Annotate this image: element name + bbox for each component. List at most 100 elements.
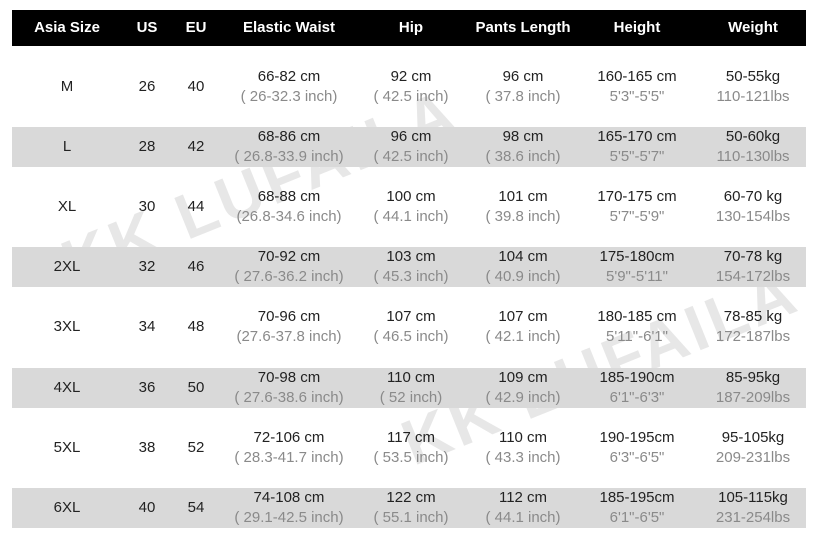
cell-value: 70-78 kg xyxy=(723,248,783,266)
cell-value: 98 cm xyxy=(502,128,544,146)
cell-asia-size: 3XL xyxy=(54,297,81,357)
cell-value: 50-60kg xyxy=(725,128,781,146)
cell-value: 28 xyxy=(138,138,156,156)
row-band xyxy=(12,247,806,288)
cell-secondary-value: 231-254lbs xyxy=(715,508,791,526)
cell-value: 104 cm xyxy=(498,248,548,266)
table-row: L 28 42 68-86 cm ( 26.8-33.9 inch) 96 cm ( 42.… xyxy=(12,117,806,177)
cell-us: 32 xyxy=(139,237,156,297)
cell-eu: 40 xyxy=(188,57,205,117)
cell-value: 70-98 cm xyxy=(257,368,321,386)
cell-weight: 60-70 kg 130-154lbs xyxy=(716,177,790,237)
cell-secondary-value: ( 40.9 inch) xyxy=(485,268,561,286)
cell-weight: 85-95kg 187-209lbs xyxy=(716,358,790,418)
table-row: 5XL 38 52 72-106 cm ( 28.3-41.7 inch) 117 cm (… xyxy=(12,418,806,478)
cell-asia-size: 6XL xyxy=(54,478,81,538)
cell-hip: 117 cm ( 53.5 inch) xyxy=(373,418,448,478)
cell-value: 112 cm xyxy=(498,488,548,506)
cell-us: 38 xyxy=(139,418,156,478)
cell-value: M xyxy=(60,78,74,95)
cell-hip: 92 cm ( 42.5 inch) xyxy=(373,57,448,117)
cell-value: 160-165 cm xyxy=(597,68,677,85)
cell-value: 78-85 kg xyxy=(723,308,783,326)
cell-secondary-value: 5'9"-5'11" xyxy=(606,268,668,286)
cell-hip: 103 cm ( 45.3 inch) xyxy=(373,237,448,297)
cell-value: 105-115kg xyxy=(718,488,788,506)
cell-value: 175-180cm xyxy=(599,248,675,266)
cell-value: 74-108 cm xyxy=(253,488,325,506)
cell-value: 42 xyxy=(187,138,205,156)
cell-hip: 110 cm ( 52 inch) xyxy=(380,358,443,418)
cell-hip: 96 cm ( 42.5 inch) xyxy=(373,117,448,177)
cell-asia-size: 4XL xyxy=(54,358,81,418)
cell-value: 52 xyxy=(187,438,205,456)
cell-secondary-value: ( 44.1 inch) xyxy=(485,508,561,526)
cell-elastic-waist: 68-88 cm (26.8-34.6 inch) xyxy=(236,177,341,237)
column-header-elastic-waist: Elastic Waist xyxy=(243,19,335,36)
cell-hip: 100 cm ( 44.1 inch) xyxy=(373,177,448,237)
cell-value: XL xyxy=(57,198,77,216)
cell-value: 96 cm xyxy=(390,128,432,146)
cell-value: 95-105kg xyxy=(721,428,785,446)
cell-us: 26 xyxy=(139,57,156,117)
cell-secondary-value: 6'3"-6'5" xyxy=(609,448,665,466)
cell-value: 92 cm xyxy=(390,68,432,85)
cell-value: L xyxy=(62,138,72,156)
cell-value: 66-82 cm xyxy=(257,68,321,85)
cell-value: 165-170 cm xyxy=(597,128,677,146)
cell-pants-length: 96 cm ( 37.8 inch) xyxy=(485,57,560,117)
cell-secondary-value: 5'5"-5'7" xyxy=(609,148,665,166)
cell-value: 107 cm xyxy=(386,308,436,326)
cell-us: 34 xyxy=(139,297,156,357)
cell-hip: 122 cm ( 55.1 inch) xyxy=(373,478,448,538)
cell-value: 54 xyxy=(187,498,205,516)
cell-height: 185-190cm 6'1"-6'3" xyxy=(599,358,674,418)
cell-weight: 50-55kg 110-121lbs xyxy=(716,57,789,117)
cell-elastic-waist: 74-108 cm ( 29.1-42.5 inch) xyxy=(234,478,343,538)
cell-secondary-value: 187-209lbs xyxy=(715,388,791,406)
cell-value: 26 xyxy=(138,78,156,95)
cell-secondary-value: 5'3"-5'5" xyxy=(609,88,665,105)
table-row: 3XL 34 48 70-96 cm (27.6-37.8 inch) 107 cm ( 4… xyxy=(12,297,806,357)
cell-value: 185-190cm xyxy=(599,368,675,386)
cell-pants-length: 112 cm ( 44.1 inch) xyxy=(485,478,560,538)
cell-secondary-value: (26.8-34.6 inch) xyxy=(236,208,342,226)
cell-secondary-value: ( 53.5 inch) xyxy=(373,448,449,466)
cell-value: 48 xyxy=(187,318,205,336)
cell-secondary-value: (27.6-37.8 inch) xyxy=(236,328,342,346)
cell-us: 30 xyxy=(139,177,156,237)
cell-secondary-value: 5'11"-6'1" xyxy=(606,328,668,346)
cell-value: 100 cm xyxy=(386,188,436,206)
cell-us: 40 xyxy=(139,478,156,538)
cell-asia-size: 2XL xyxy=(54,237,81,297)
table-row: 4XL 36 50 70-98 cm ( 27.6-38.6 inch) 110 cm ( … xyxy=(12,358,806,418)
row-band xyxy=(12,367,806,408)
cell-value: 72-106 cm xyxy=(253,428,325,446)
cell-secondary-value: 110-130lbs xyxy=(716,148,790,166)
cell-value: 68-88 cm xyxy=(257,188,321,206)
cell-value: 122 cm xyxy=(386,488,436,506)
cell-value: 40 xyxy=(138,498,156,516)
cell-weight: 105-115kg 231-254lbs xyxy=(716,478,790,538)
cell-eu: 48 xyxy=(188,297,205,357)
cell-us: 36 xyxy=(139,358,156,418)
cell-eu: 42 xyxy=(188,117,205,177)
cell-height: 165-170 cm 5'5"-5'7" xyxy=(597,117,676,177)
cell-asia-size: L xyxy=(63,117,71,177)
cell-secondary-value: ( 52 inch) xyxy=(379,388,443,406)
cell-eu: 54 xyxy=(188,478,205,538)
cell-height: 175-180cm 5'9"-5'11" xyxy=(599,237,674,297)
cell-value: 117 cm xyxy=(386,428,436,446)
cell-elastic-waist: 72-106 cm ( 28.3-41.7 inch) xyxy=(234,418,343,478)
cell-height: 170-175 cm 5'7"-5'9" xyxy=(597,177,676,237)
cell-pants-length: 104 cm ( 40.9 inch) xyxy=(485,237,560,297)
cell-pants-length: 101 cm ( 39.8 inch) xyxy=(485,177,560,237)
cell-value: 50-55kg xyxy=(725,68,781,85)
cell-value: 180-185 cm xyxy=(597,308,677,326)
cell-weight: 78-85 kg 172-187lbs xyxy=(716,297,790,357)
row-band xyxy=(12,127,806,168)
cell-secondary-value: 110-121lbs xyxy=(716,88,790,105)
cell-pants-length: 109 cm ( 42.9 inch) xyxy=(485,358,560,418)
column-header-eu: EU xyxy=(185,19,207,36)
cell-secondary-value: ( 27.6-38.6 inch) xyxy=(234,388,344,406)
